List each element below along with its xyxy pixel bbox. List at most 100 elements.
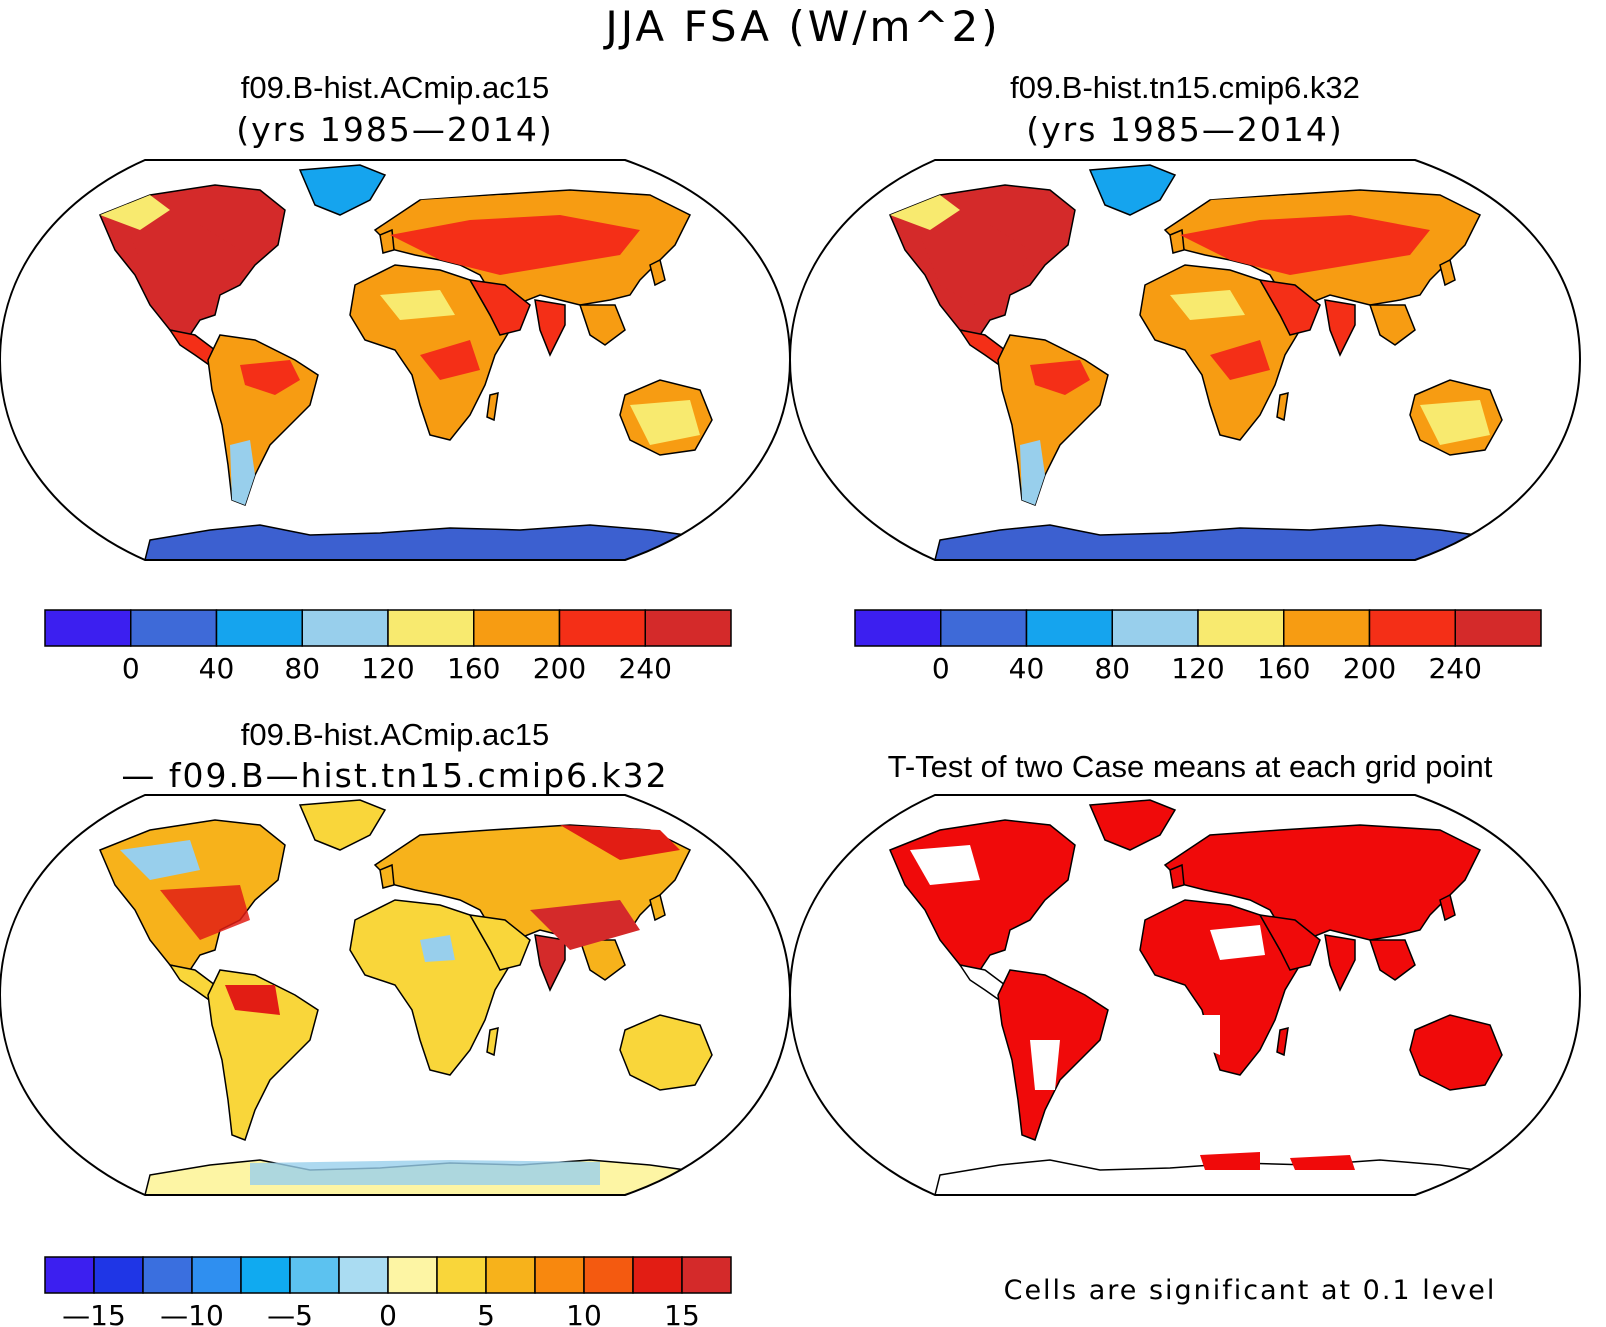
colorbar-swatch	[387, 1256, 438, 1294]
region-high-eurasia	[390, 215, 640, 275]
colorbar-swatch	[436, 1256, 487, 1294]
panel-2-subtitle: (yrs 1985—2014)	[1026, 110, 1344, 149]
land-eurasia	[1163, 824, 1482, 941]
land-arabia	[468, 914, 531, 971]
colorbar-swatch	[473, 609, 561, 647]
colorbar-swatch	[387, 609, 475, 647]
map-panel-3	[0, 794, 792, 1196]
land-seasia	[578, 939, 626, 981]
land-india	[1324, 934, 1356, 992]
colorbar-abs-2: 0 40 80 120 160 200 240	[854, 609, 1542, 685]
region-nonsig-sa	[1030, 1040, 1060, 1090]
figure-title: JJA FSA (W/m^2)	[605, 2, 1001, 51]
land-india	[534, 934, 566, 992]
region-nonsig	[910, 845, 980, 885]
land-seasia	[578, 304, 626, 346]
region-na-blue	[120, 840, 200, 880]
colorbar-swatch	[130, 609, 218, 647]
region-patagonia	[1020, 440, 1045, 505]
region-aus-yellow	[630, 400, 700, 445]
land-greenland	[1088, 799, 1177, 851]
region-aus-yellow	[1420, 400, 1490, 445]
colorbar-tick-label: —10	[160, 1299, 224, 1327]
colorbar-tick-label: 0	[932, 652, 950, 685]
colorbar-swatch	[583, 1256, 634, 1294]
colorbar-tick-label: 200	[533, 652, 586, 685]
colorbar-swatch	[485, 1256, 536, 1294]
region-siberia	[1210, 195, 1350, 215]
land-samerica	[207, 969, 319, 1141]
land-arabia	[1258, 914, 1321, 971]
colorbar-tick-label: 200	[1343, 652, 1396, 685]
colorbar-swatch	[558, 609, 646, 647]
land-antarctica	[144, 524, 722, 560]
map-panel-4	[788, 794, 1582, 1196]
colorbar-tick-label: 40	[1009, 652, 1045, 685]
region-africa-high	[420, 340, 480, 380]
land-india	[534, 299, 566, 357]
colorbar-tick-label: 120	[361, 652, 414, 685]
colorbar-tick-label: 160	[447, 652, 500, 685]
colorbar-swatch	[44, 1256, 95, 1294]
map-frame	[788, 794, 1582, 1196]
land-madagascar	[486, 392, 499, 422]
land-greenland	[1088, 164, 1177, 216]
colorbar-tick-label: 40	[199, 652, 235, 685]
region-asia-red	[530, 900, 640, 950]
colorbar-tick-label: —5	[267, 1299, 313, 1327]
colorbar-tick-label: 120	[1171, 652, 1224, 685]
colorbar-tick-label: 15	[664, 1299, 700, 1327]
colorbar-swatch	[44, 609, 132, 647]
land-madagascar	[486, 1027, 499, 1057]
region-sig-antarctica-2	[1290, 1155, 1355, 1170]
colorbar-tick-label: 80	[284, 652, 320, 685]
panel-2-title: f09.B-hist.tn15.cmip6.k32	[1010, 70, 1360, 105]
colorbar-swatch	[854, 609, 942, 647]
colorbar-swatch	[240, 1256, 291, 1294]
land-seasia	[1368, 939, 1416, 981]
region-siberia-red	[560, 825, 680, 860]
land-madagascar	[1276, 1027, 1289, 1057]
region-sahara-blue	[420, 935, 455, 962]
region-high-eurasia	[1180, 215, 1430, 275]
region-sahara	[380, 290, 455, 320]
land-africa	[349, 899, 511, 1076]
colorbar-swatch	[289, 1256, 340, 1294]
panel-4-title: T-Test of two Case means at each grid po…	[887, 749, 1493, 784]
panel-3-subtitle: — f09.B—hist.tn15.cmip6.k32	[121, 756, 669, 795]
panel-1-subtitle: (yrs 1985—2014)	[236, 110, 554, 149]
region-antarctica-blue	[250, 1160, 600, 1185]
land-arabia	[1258, 279, 1321, 336]
colorbar-swatch	[142, 1256, 193, 1294]
colorbar-diff: —15 —10 —5 0 5 10 15	[44, 1256, 732, 1327]
land-uk	[1169, 228, 1185, 254]
colorbar-swatch	[632, 1256, 683, 1294]
land-arabia	[468, 279, 531, 336]
colorbar-swatch	[93, 1256, 144, 1294]
region-africa-high	[1210, 340, 1270, 380]
colorbar-tick-label: 0	[122, 652, 140, 685]
region-na-red	[160, 885, 250, 940]
map-frame	[788, 159, 1582, 561]
colorbar-swatch	[1197, 609, 1285, 647]
land-japan	[1439, 893, 1456, 922]
land-seasia	[1368, 304, 1416, 346]
colorbar-tick-label: 80	[1094, 652, 1130, 685]
colorbar-tick-label: 240	[1429, 652, 1482, 685]
colorbar-tick-label: 0	[379, 1299, 397, 1327]
region-alaska	[100, 195, 170, 230]
colorbar-swatch	[215, 609, 303, 647]
region-nonsig-safrica	[1190, 1015, 1220, 1055]
land-samerica	[997, 334, 1109, 506]
region-alaska	[890, 195, 960, 230]
land-japan	[1439, 258, 1456, 287]
colorbar-swatch	[1025, 609, 1113, 647]
land-uk	[1169, 863, 1185, 889]
map-frame	[0, 159, 792, 561]
colorbar-tick-label: 10	[566, 1299, 602, 1327]
colorbar-tick-label: —15	[62, 1299, 126, 1327]
land-australia	[619, 1014, 713, 1091]
colorbar-swatch	[191, 1256, 242, 1294]
colorbar-swatch	[1368, 609, 1456, 647]
colorbar-swatch	[1111, 609, 1199, 647]
